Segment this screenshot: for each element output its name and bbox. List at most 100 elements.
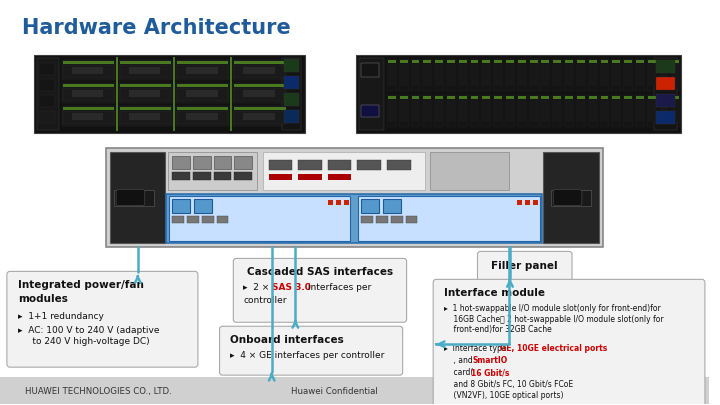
Bar bbox=[63, 88, 114, 101]
Bar bbox=[471, 60, 479, 63]
Bar bbox=[517, 95, 527, 127]
Bar bbox=[186, 67, 217, 74]
Bar bbox=[243, 67, 274, 74]
Bar bbox=[636, 96, 644, 99]
Bar bbox=[565, 60, 573, 63]
Bar bbox=[660, 96, 667, 99]
Bar bbox=[600, 95, 609, 127]
Bar bbox=[214, 156, 231, 168]
Bar bbox=[528, 59, 539, 91]
Bar bbox=[0, 377, 709, 404]
Bar bbox=[177, 88, 228, 101]
FancyBboxPatch shape bbox=[116, 190, 145, 205]
Bar bbox=[107, 149, 601, 246]
Bar bbox=[635, 59, 645, 91]
Bar bbox=[435, 100, 443, 122]
Text: HUAWEI: HUAWEI bbox=[651, 385, 704, 398]
Bar bbox=[62, 60, 115, 80]
Bar bbox=[63, 107, 114, 110]
Bar bbox=[589, 60, 597, 63]
Bar bbox=[611, 95, 621, 127]
Bar bbox=[110, 151, 166, 243]
Bar bbox=[193, 156, 211, 168]
Bar bbox=[541, 64, 549, 86]
Bar bbox=[284, 93, 300, 106]
Bar bbox=[233, 83, 287, 103]
Bar bbox=[624, 64, 632, 86]
Bar bbox=[284, 59, 300, 72]
Bar bbox=[518, 96, 526, 99]
Polygon shape bbox=[590, 377, 635, 404]
Bar bbox=[494, 96, 502, 99]
Bar bbox=[176, 83, 230, 103]
Bar bbox=[636, 60, 644, 63]
Bar bbox=[624, 100, 632, 122]
Bar bbox=[423, 100, 431, 122]
Bar bbox=[361, 63, 379, 77]
Text: Cascaded SAS interfaces: Cascaded SAS interfaces bbox=[247, 267, 393, 277]
Bar bbox=[624, 60, 632, 63]
Text: ▸  AC: 100 V to 240 V (adaptive
     to 240 V high-voltage DC): ▸ AC: 100 V to 240 V (adaptive to 240 V … bbox=[18, 326, 159, 345]
Text: interfaces per: interfaces per bbox=[305, 284, 372, 292]
Bar bbox=[600, 100, 608, 122]
Bar bbox=[35, 55, 305, 133]
Bar bbox=[660, 100, 667, 122]
Bar bbox=[423, 59, 432, 91]
Text: ▸  4 × GE interfaces per controller: ▸ 4 × GE interfaces per controller bbox=[230, 351, 384, 360]
Bar bbox=[168, 151, 257, 190]
Bar bbox=[447, 64, 455, 86]
Bar bbox=[243, 113, 274, 120]
Bar bbox=[494, 64, 502, 86]
Ellipse shape bbox=[648, 392, 652, 399]
Bar bbox=[120, 65, 171, 78]
Bar bbox=[589, 96, 597, 99]
Bar bbox=[471, 96, 479, 99]
Bar bbox=[565, 96, 573, 99]
Bar bbox=[552, 59, 562, 91]
Bar bbox=[648, 96, 656, 99]
Text: controller: controller bbox=[243, 296, 287, 305]
Bar bbox=[40, 111, 55, 123]
Bar bbox=[361, 105, 379, 117]
Bar bbox=[63, 111, 114, 124]
Bar bbox=[530, 100, 538, 122]
Bar bbox=[234, 172, 252, 179]
Bar bbox=[202, 215, 214, 224]
Bar bbox=[399, 95, 408, 127]
FancyBboxPatch shape bbox=[553, 190, 582, 205]
Bar bbox=[400, 64, 408, 86]
Bar bbox=[129, 90, 161, 97]
Bar bbox=[120, 111, 171, 124]
Bar bbox=[361, 215, 373, 224]
Bar bbox=[119, 83, 172, 103]
Bar bbox=[565, 100, 573, 122]
Bar bbox=[284, 110, 300, 123]
Bar bbox=[672, 60, 679, 63]
Bar bbox=[541, 100, 549, 122]
Bar bbox=[613, 100, 620, 122]
Bar bbox=[656, 77, 675, 90]
Bar bbox=[435, 60, 443, 63]
Bar bbox=[172, 198, 190, 213]
Bar bbox=[518, 64, 526, 86]
Bar bbox=[176, 106, 230, 126]
Bar bbox=[72, 67, 104, 74]
Bar bbox=[233, 60, 287, 80]
Bar bbox=[388, 96, 396, 99]
Text: Onboard interfaces: Onboard interfaces bbox=[230, 335, 344, 345]
Bar bbox=[120, 88, 171, 101]
Bar bbox=[576, 59, 586, 91]
Bar bbox=[431, 151, 509, 190]
Bar bbox=[660, 60, 667, 63]
Text: and 8 Gbit/s FC, 10 Gbit/s FCoE
    (VN2VF), 10GE optical ports): and 8 Gbit/s FC, 10 Gbit/s FCoE (VN2VF),… bbox=[444, 380, 573, 400]
Ellipse shape bbox=[648, 384, 652, 390]
Text: card(: card( bbox=[444, 368, 473, 377]
Bar bbox=[482, 100, 490, 122]
Bar bbox=[120, 84, 171, 87]
Text: ▸  1 hot-swappable I/O module slot(only for front-end)for
    16GB Cache， 2 hot-: ▸ 1 hot-swappable I/O module slot(only f… bbox=[444, 304, 664, 334]
Bar bbox=[214, 172, 231, 179]
Bar bbox=[589, 64, 597, 86]
Bar bbox=[399, 59, 408, 91]
Bar bbox=[482, 95, 491, 127]
FancyBboxPatch shape bbox=[477, 252, 572, 281]
